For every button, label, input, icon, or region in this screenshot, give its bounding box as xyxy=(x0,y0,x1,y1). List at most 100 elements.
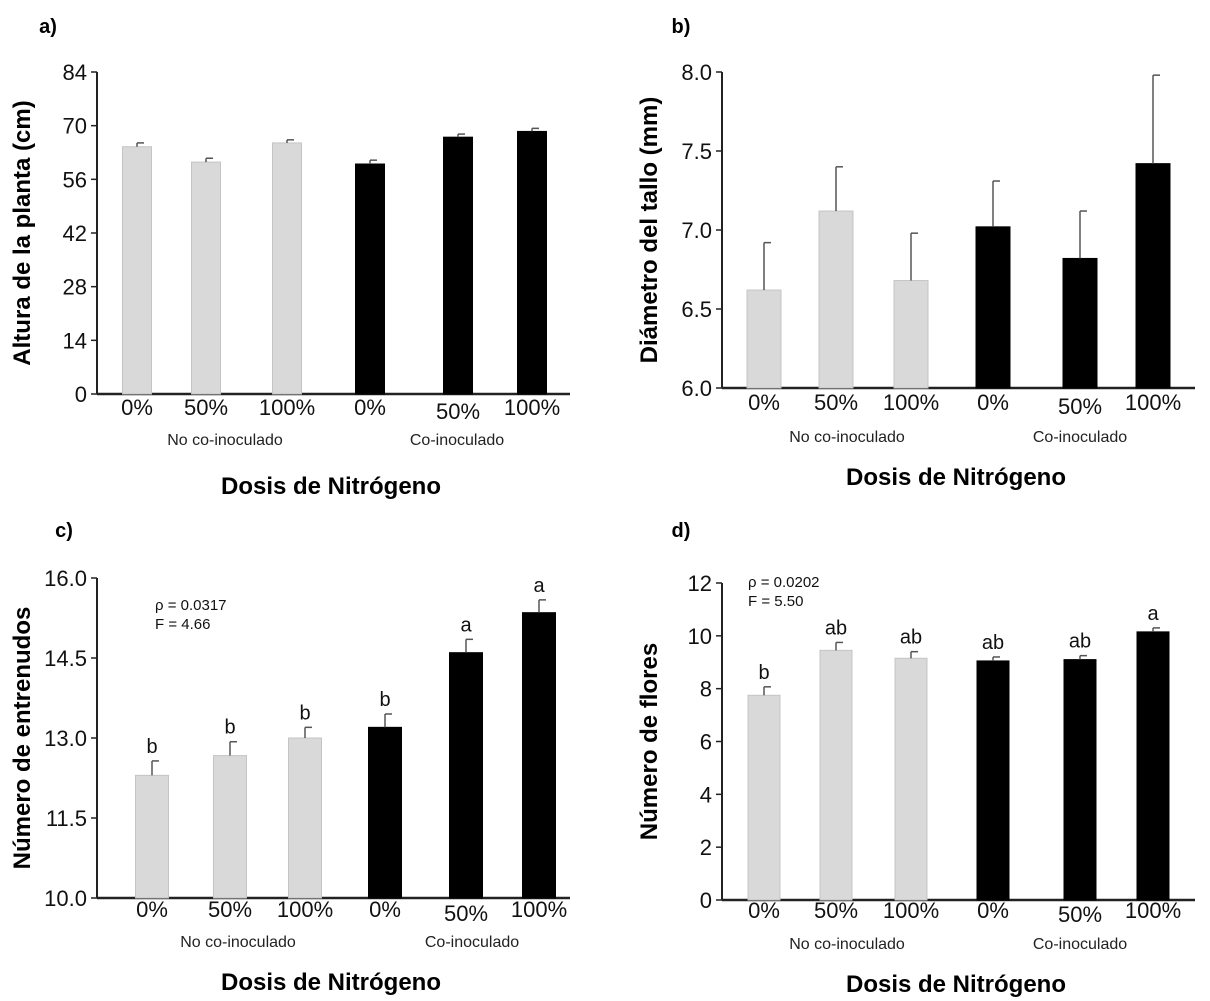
chart-panel-c: c) 10.0 11.5 13.0 14.5 16.0 Número de entrenud… xyxy=(9,520,570,996)
bar xyxy=(894,657,928,901)
x-tick-label: 100% xyxy=(883,390,939,415)
bar xyxy=(355,163,385,395)
y-tick-label: 70 xyxy=(63,114,87,139)
group-label: Co-inoculado xyxy=(1033,429,1127,446)
significance-letter: b xyxy=(379,689,390,711)
x-tick-label: 50% xyxy=(184,395,228,420)
y-tick-label: 12 xyxy=(688,571,712,596)
y-tick-label: 0 xyxy=(75,382,87,407)
y-axis-title: Diámetro del tallo (mm) xyxy=(636,97,663,364)
bar xyxy=(746,289,782,389)
significance-letter: b xyxy=(299,702,310,724)
y-tick-label: 14.5 xyxy=(44,646,87,671)
panel-label: a) xyxy=(39,16,57,38)
y-tick-label: 14 xyxy=(63,328,87,353)
x-axis-title: Dosis de Nitrógeno xyxy=(846,971,1066,998)
group-label: No co-inoculado xyxy=(789,936,905,953)
x-tick-label: 0% xyxy=(748,390,780,415)
x-tick-label: 0% xyxy=(121,395,153,420)
y-axis-title: Número de flores xyxy=(636,643,663,840)
y-tick-label: 28 xyxy=(63,275,87,300)
stat-text: ρ = 0.0317 xyxy=(155,597,227,614)
x-tick-label: 100% xyxy=(504,395,560,420)
bar xyxy=(191,161,221,395)
x-tick-label: 50% xyxy=(814,390,858,415)
bar xyxy=(747,694,781,901)
x-tick-label: 100% xyxy=(1125,390,1181,415)
x-tick-label: 0% xyxy=(369,897,401,922)
panel-label: c) xyxy=(55,520,73,542)
significance-letter: b xyxy=(146,736,157,758)
x-tick-label: 50% xyxy=(208,897,252,922)
significance-letter: ab xyxy=(900,627,922,649)
bar xyxy=(368,726,402,899)
stat-text: F = 5.50 xyxy=(748,593,803,610)
x-axis-title: Dosis de Nitrógeno xyxy=(846,464,1066,491)
significance-letter: ab xyxy=(982,632,1004,654)
stat-text: ρ = 0.0202 xyxy=(748,574,820,591)
chart-panel-d: d) 0 2 4 6 8 10 12 Número de flores b 0% ab 50% ab 100… xyxy=(636,520,1195,998)
x-tick-label: 0% xyxy=(354,395,386,420)
bar xyxy=(1135,163,1171,389)
significance-letter: b xyxy=(758,662,769,684)
bar xyxy=(893,280,929,389)
x-tick-label: 0% xyxy=(748,898,780,923)
bar xyxy=(449,652,483,899)
group-label: No co-inoculado xyxy=(167,432,283,449)
group-label: Co-inoculado xyxy=(1033,936,1127,953)
y-tick-label: 7.0 xyxy=(681,218,712,243)
x-axis-title: Dosis de Nitrógeno xyxy=(221,969,441,996)
significance-letter: a xyxy=(1147,603,1159,625)
bar xyxy=(443,136,473,395)
x-tick-label: 100% xyxy=(883,898,939,923)
y-axis-title: Número de entrenudos xyxy=(9,607,36,870)
y-tick-label: 2 xyxy=(700,835,712,860)
y-tick-label: 4 xyxy=(700,782,712,807)
x-tick-label: 100% xyxy=(1125,898,1181,923)
y-tick-label: 11.5 xyxy=(46,806,87,831)
x-tick-label: 50% xyxy=(1058,394,1102,419)
y-tick-label: 6.0 xyxy=(681,376,712,401)
group-label: Co-inoculado xyxy=(425,934,519,951)
x-tick-label: 100% xyxy=(511,897,567,922)
y-tick-label: 42 xyxy=(63,221,87,246)
panel-label: b) xyxy=(672,16,691,38)
x-tick-label: 50% xyxy=(814,898,858,923)
bar xyxy=(213,755,247,899)
bar xyxy=(1136,631,1170,901)
y-tick-label: 16.0 xyxy=(44,566,87,591)
significance-letter: b xyxy=(224,717,235,739)
x-tick-label: 50% xyxy=(444,901,488,926)
y-tick-label: 7.5 xyxy=(681,139,712,164)
y-tick-label: 10 xyxy=(688,624,712,649)
x-tick-label: 0% xyxy=(977,898,1009,923)
bar xyxy=(122,146,152,395)
bar xyxy=(819,649,853,901)
significance-letter: a xyxy=(460,614,472,636)
y-tick-label: 10.0 xyxy=(44,886,87,911)
x-axis-title: Dosis de Nitrógeno xyxy=(221,473,441,500)
y-tick-label: 13.0 xyxy=(44,726,87,751)
bar xyxy=(1063,659,1097,901)
x-tick-label: 50% xyxy=(1058,902,1102,927)
y-tick-label: 56 xyxy=(63,167,87,192)
x-tick-label: 0% xyxy=(136,897,168,922)
bar xyxy=(976,660,1010,901)
x-tick-label: 100% xyxy=(277,897,333,922)
x-tick-label: 50% xyxy=(436,399,480,424)
y-tick-label: 6.5 xyxy=(681,297,712,322)
y-tick-label: 8 xyxy=(700,677,712,702)
chart-panel-b: b) 6.0 6.5 7.0 7.5 8.0 Diámetro del tallo (mm)… xyxy=(636,16,1195,491)
bar xyxy=(975,226,1011,389)
panel-label: d) xyxy=(672,520,691,542)
x-tick-label: 100% xyxy=(259,395,315,420)
y-tick-label: 84 xyxy=(63,60,87,85)
bar xyxy=(1062,257,1098,389)
y-axis-title: Altura de la planta (cm) xyxy=(9,100,36,365)
group-label: No co-inoculado xyxy=(180,934,296,951)
y-tick-label: 0 xyxy=(700,888,712,913)
bar xyxy=(522,612,556,899)
group-label: No co-inoculado xyxy=(789,429,905,446)
chart-panel-a: a) 0 14 28 42 56 70 84 Altura de la planta (cm) 0… xyxy=(9,16,570,500)
